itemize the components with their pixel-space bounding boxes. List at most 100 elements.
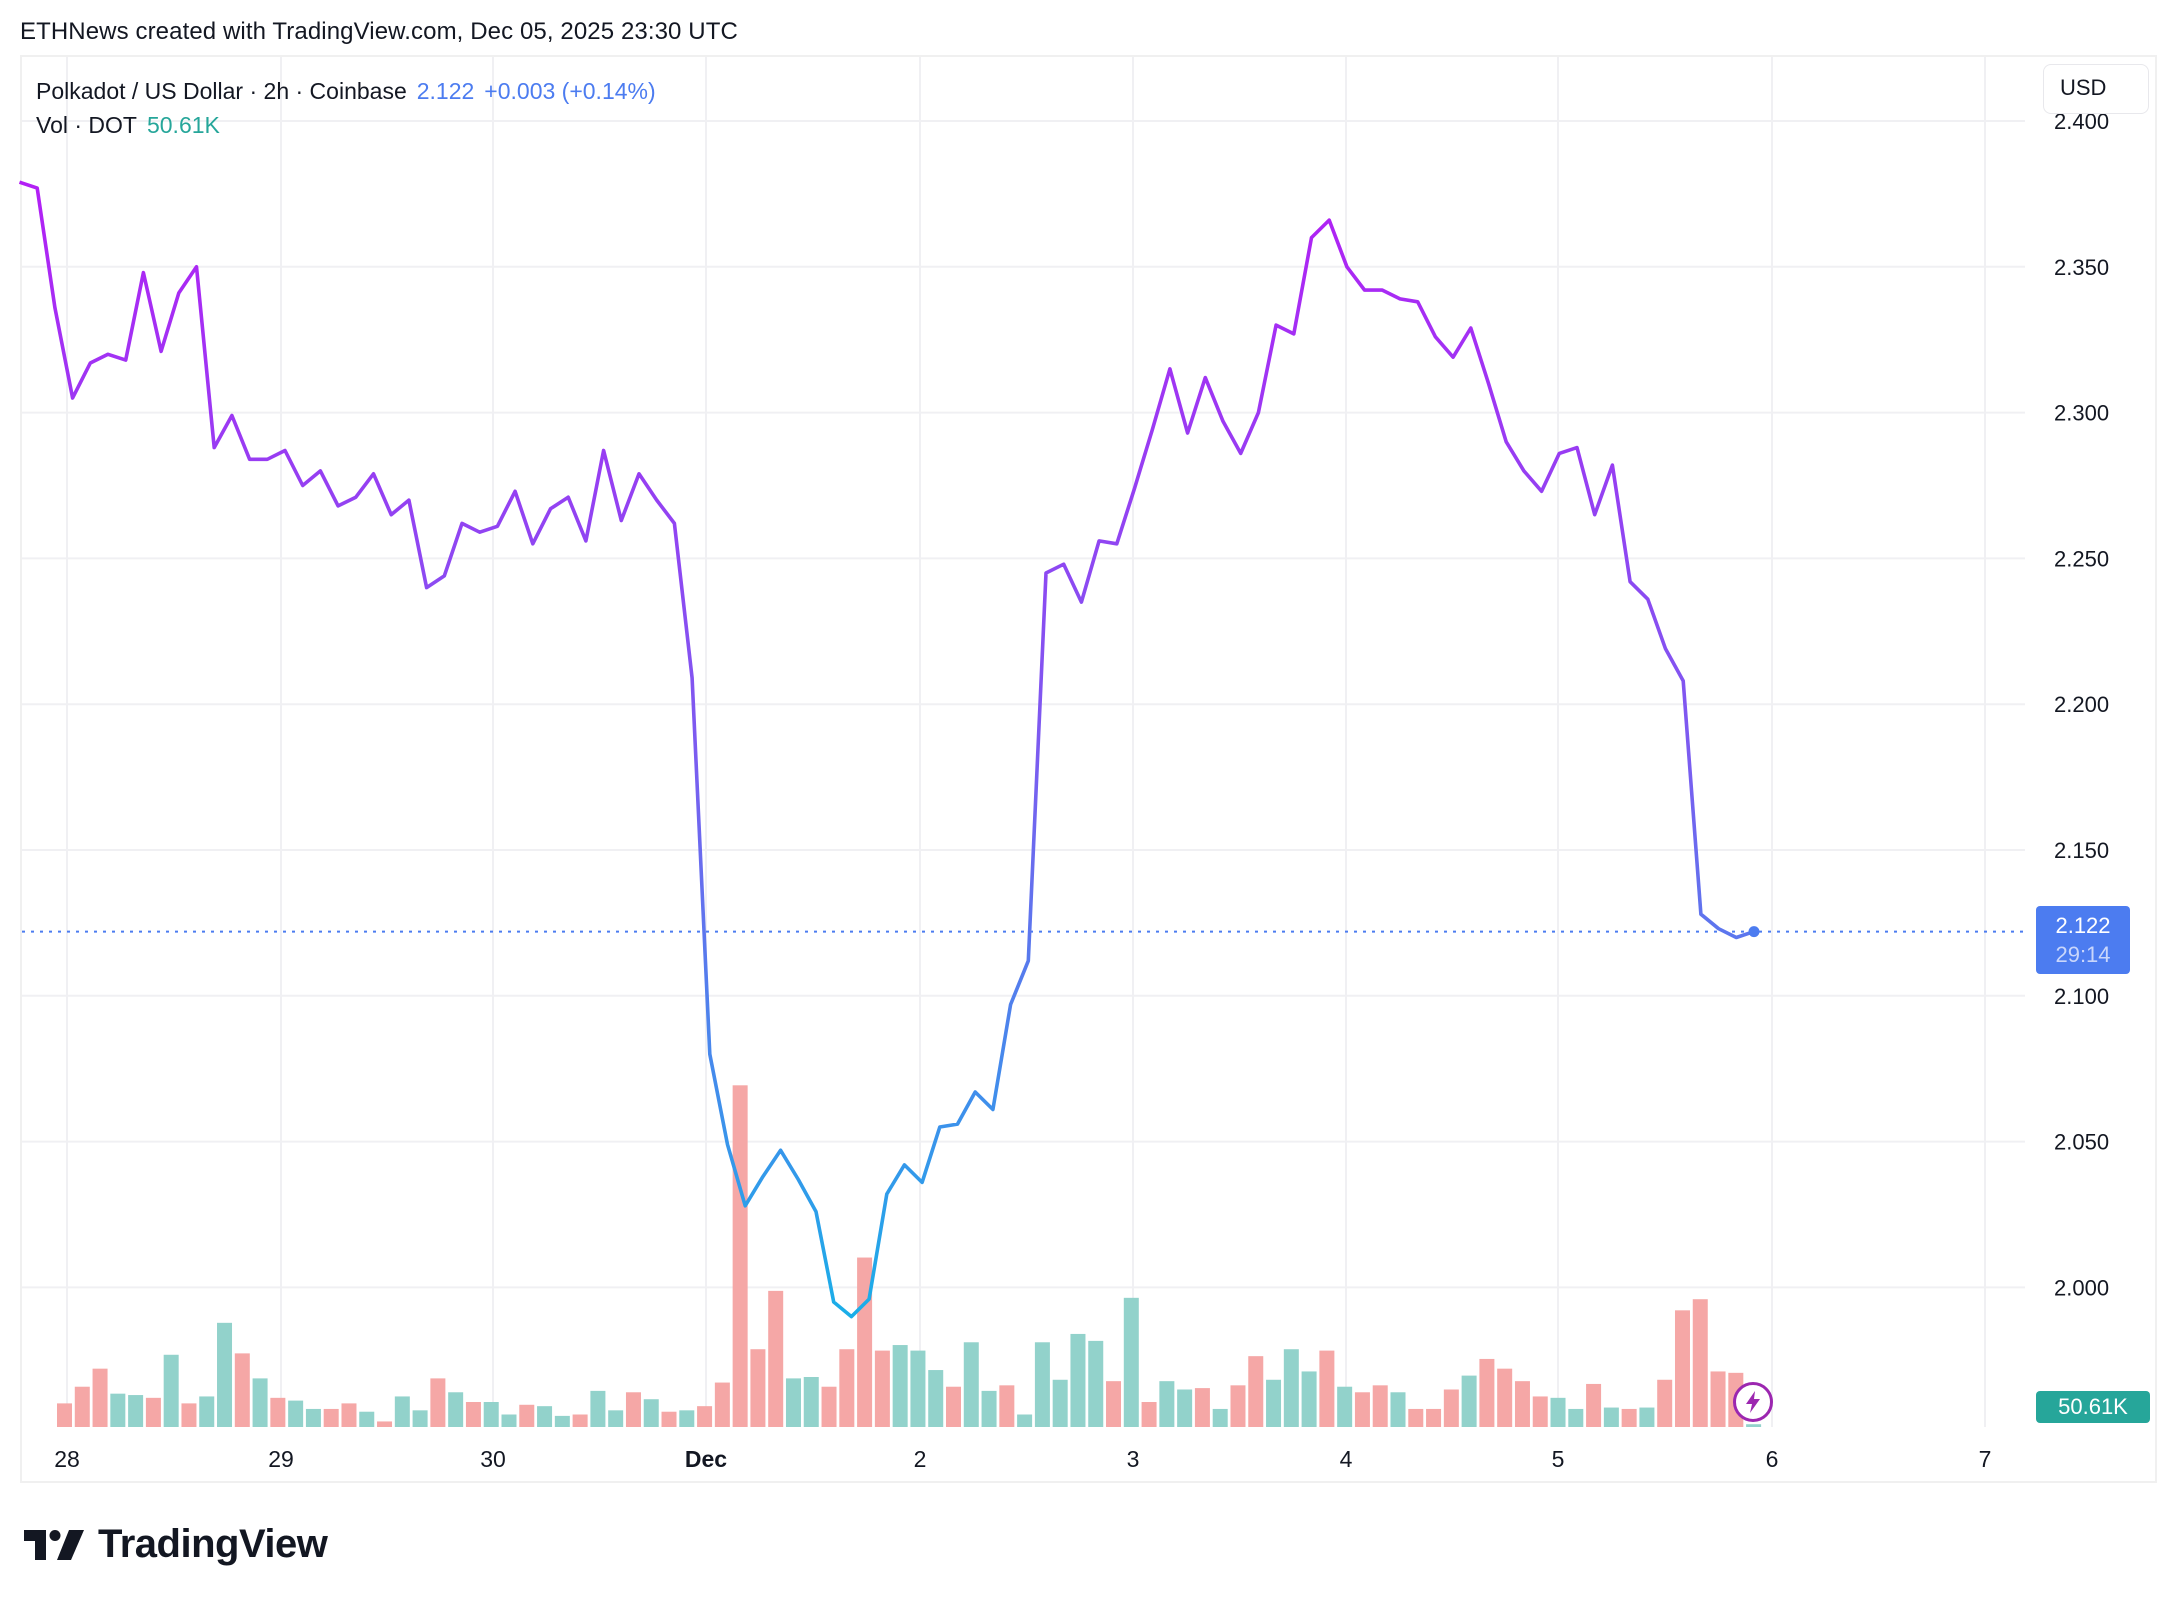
volume-bar xyxy=(430,1378,446,1427)
volume-bar xyxy=(1532,1396,1548,1427)
time-axis-label: 3 xyxy=(1127,1446,1140,1472)
price-axis-label: 2.350 xyxy=(2054,255,2109,280)
volume-bar xyxy=(270,1397,286,1427)
volume-bar xyxy=(145,1397,161,1427)
volume-bar xyxy=(1461,1375,1477,1427)
volume-bar xyxy=(1746,1424,1762,1427)
volume-bar xyxy=(697,1406,713,1427)
tradingview-logo[interactable]: TradingView xyxy=(24,1522,328,1567)
volume-bar xyxy=(1586,1383,1602,1427)
chart-frame xyxy=(20,55,2157,1483)
volume-bar xyxy=(1194,1388,1210,1427)
time-axis-label: 29 xyxy=(268,1446,294,1472)
volume-bar xyxy=(519,1404,535,1427)
price-axis-label: 2.300 xyxy=(2054,401,2109,426)
volume-bars xyxy=(57,1085,1762,1427)
volume-bar xyxy=(199,1396,215,1427)
price-axis-label: 2.250 xyxy=(2054,546,2109,571)
volume-bar xyxy=(1052,1379,1068,1427)
tradingview-logo-icon xyxy=(24,1529,84,1560)
volume-bar xyxy=(661,1411,677,1427)
time-axis-label: 2 xyxy=(914,1446,927,1472)
volume-bar xyxy=(252,1378,268,1427)
volume-bar xyxy=(288,1400,304,1427)
volume-bar xyxy=(1408,1408,1424,1427)
volume-bar xyxy=(768,1290,784,1427)
volume-bar xyxy=(305,1408,321,1427)
bar-countdown: 29:14 xyxy=(2055,942,2111,967)
time-axis-label: 6 xyxy=(1766,1446,1779,1472)
volume-bar xyxy=(928,1370,944,1427)
price-line xyxy=(18,180,1755,1319)
volume-bar xyxy=(448,1392,464,1427)
volume-bar xyxy=(785,1378,801,1427)
volume-bar xyxy=(999,1385,1015,1427)
volume-bar xyxy=(554,1415,570,1427)
volume-bar xyxy=(1426,1408,1442,1427)
chart-legend: Polkadot / US Dollar · 2h · Coinbase 2.12… xyxy=(36,74,656,142)
volume-bar xyxy=(1088,1340,1104,1427)
price-axis-label: 2.050 xyxy=(2054,1130,2109,1155)
lightning-icon[interactable] xyxy=(1733,1382,1773,1422)
price-axis[interactable]: 2.4002.3502.3002.2502.2002.1502.1002.050… xyxy=(2054,109,2109,1300)
volume-bar xyxy=(803,1376,819,1427)
volume-bar xyxy=(110,1393,126,1427)
volume-bar xyxy=(1568,1408,1584,1427)
volume-bar xyxy=(892,1345,908,1427)
volume-bar xyxy=(92,1368,108,1427)
volume-bar xyxy=(181,1403,197,1427)
time-axis-label: Dec xyxy=(685,1446,727,1472)
volume-bar xyxy=(359,1411,375,1427)
volume-bar xyxy=(74,1386,90,1427)
volume-bar xyxy=(341,1403,357,1427)
volume-bar xyxy=(1354,1392,1370,1427)
volume-bar xyxy=(1372,1385,1388,1427)
volume-bar xyxy=(572,1414,588,1427)
currency-button[interactable]: USD xyxy=(2043,64,2149,114)
price-axis-label: 2.200 xyxy=(2054,692,2109,717)
volume-bar xyxy=(1550,1397,1566,1427)
volume-bar xyxy=(1283,1349,1299,1427)
volume-bar xyxy=(537,1406,553,1427)
volume-bar xyxy=(217,1322,233,1427)
volume-bar xyxy=(1692,1299,1708,1427)
bolt-glyph-icon xyxy=(1746,1391,1760,1413)
volume-bar xyxy=(732,1085,748,1427)
volume-bar xyxy=(1266,1379,1282,1427)
volume-bar xyxy=(1070,1333,1086,1427)
volume-bar xyxy=(946,1386,961,1427)
volume-bar xyxy=(874,1350,890,1427)
volume-bar xyxy=(1106,1381,1122,1427)
volume-bar xyxy=(590,1390,606,1427)
time-axis[interactable]: 28 29 30 Dec 2 3 4 5 6 7 xyxy=(54,1446,1991,1472)
volume-value: 50.61K xyxy=(146,112,220,138)
last-price-tag-value: 2.122 xyxy=(2055,913,2111,938)
volume-bar xyxy=(1337,1386,1353,1427)
volume-bar xyxy=(981,1390,997,1427)
volume-bar xyxy=(1017,1414,1033,1427)
volume-bar xyxy=(1443,1389,1459,1427)
volume-bar xyxy=(750,1349,766,1427)
volume-bar xyxy=(857,1257,873,1427)
volume-bar xyxy=(57,1403,72,1427)
volume-label: Vol · DOT xyxy=(36,112,137,138)
time-axis-label: 4 xyxy=(1340,1446,1353,1472)
grid-lines xyxy=(22,57,2025,1427)
volume-bar xyxy=(128,1395,144,1427)
volume-bar xyxy=(377,1421,393,1427)
volume-bar xyxy=(412,1410,428,1427)
volume-bar xyxy=(1390,1392,1406,1427)
volume-bar xyxy=(1514,1381,1530,1427)
volume-bar xyxy=(1603,1407,1619,1427)
volume-bar xyxy=(1123,1297,1139,1427)
volume-bar xyxy=(963,1342,979,1427)
volume-bar xyxy=(1319,1350,1335,1427)
price-axis-label: 2.100 xyxy=(2054,984,2109,1009)
volume-bar xyxy=(1034,1342,1050,1427)
volume-bar xyxy=(608,1410,624,1427)
volume-bar xyxy=(1497,1368,1513,1427)
time-axis-label: 30 xyxy=(480,1446,506,1472)
volume-row: Vol · DOT 50.61K xyxy=(36,108,656,142)
volume-bar xyxy=(821,1386,837,1427)
